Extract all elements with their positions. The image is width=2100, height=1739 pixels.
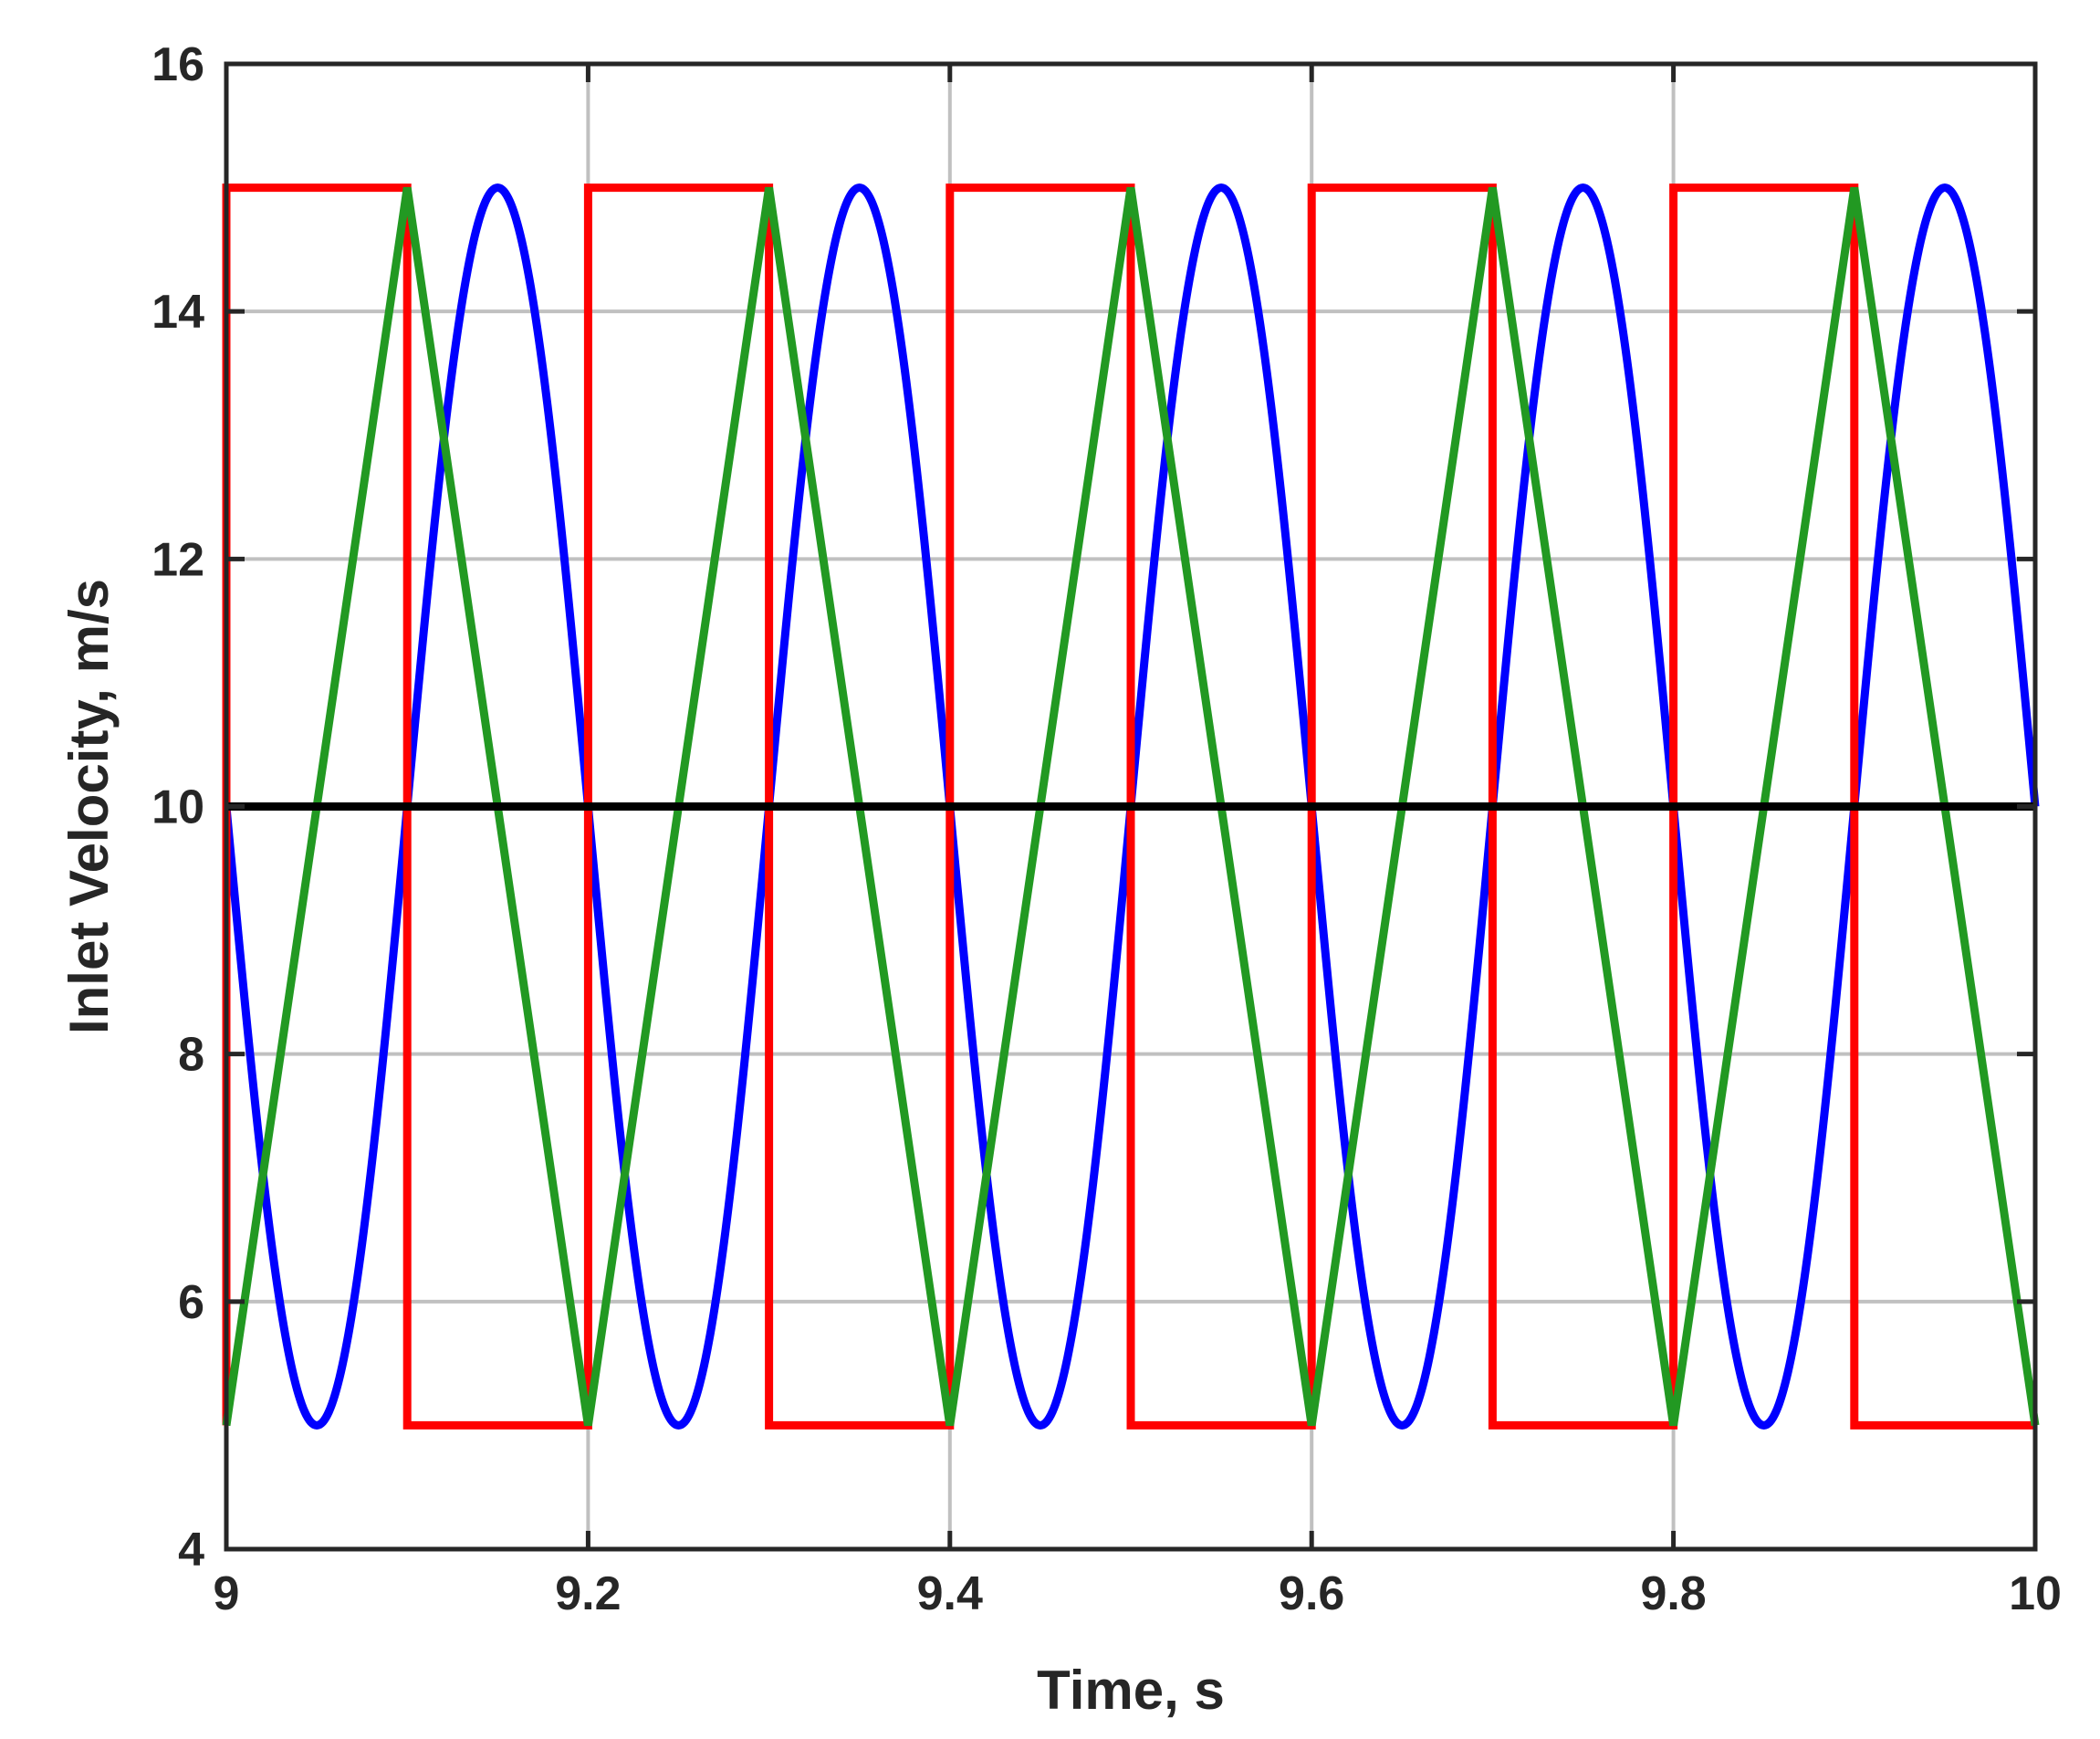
y-tick-label: 4 [178,1524,204,1577]
y-tick-label: 12 [151,533,204,586]
y-tick-label: 16 [151,38,204,91]
y-tick-label: 14 [151,286,204,339]
plot-area [222,183,2040,1430]
y-tick-label: 10 [151,781,204,834]
y-axis-label: Inlet Velocity, m/s [58,579,120,1034]
y-tick-label: 8 [178,1029,204,1082]
x-tick-label: 9.4 [917,1567,983,1620]
x-tick-label: 9 [214,1567,240,1620]
x-axis-label: Time, s [1037,1660,1225,1721]
tick-labels: 9 9.2 9.4 9.6 9.8 10 4 6 8 10 12 14 16 [151,38,2062,1620]
y-tick-label: 6 [178,1276,204,1329]
x-tick-label: 9.8 [1640,1567,1706,1620]
x-tick-label: 9.2 [555,1567,621,1620]
axis-ticks [224,61,2038,1552]
x-tick-label: 10 [2009,1567,2062,1620]
series-triangle-line [222,186,2040,1427]
x-tick-label: 9.6 [1279,1567,1344,1620]
